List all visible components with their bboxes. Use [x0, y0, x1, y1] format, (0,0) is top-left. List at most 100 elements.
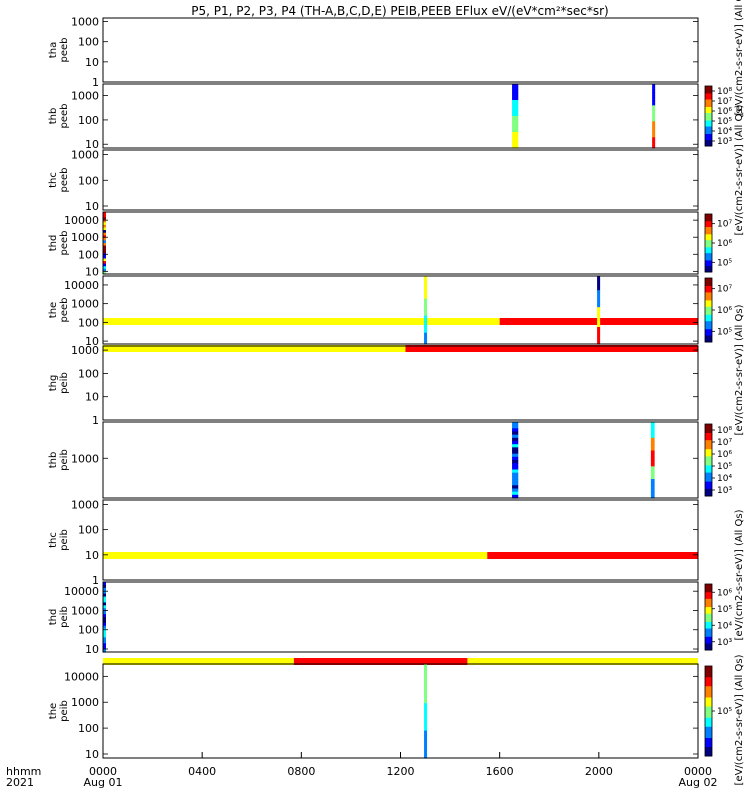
colorbar-swatch [705, 668, 712, 671]
spectrogram-cell [652, 105, 656, 109]
colorbar-swatch [705, 92, 712, 94]
spectrogram-cell [103, 587, 106, 592]
spectrogram-cell [103, 214, 106, 218]
colorbar-title: [eV/(cm2-s-sr-eV)] (All Qs) [734, 304, 745, 435]
colorbar-swatch [705, 726, 712, 730]
colorbar-swatch [705, 720, 712, 723]
colorbar-swatch [705, 595, 712, 598]
colorbar-swatch [705, 113, 712, 115]
colorbar-swatch [705, 251, 712, 254]
colorbar-tick-label: 10⁶ [717, 107, 732, 117]
spectrogram-cell [103, 640, 106, 644]
spectrogram-cell [424, 276, 428, 280]
colorbar-swatch [705, 636, 712, 639]
colorbar-swatch [705, 96, 712, 99]
spectrogram-cell [103, 605, 106, 609]
colorbar-swatch [705, 107, 712, 109]
colorbar-title: [eV/(cm2-s-sr-eV)] (All Qs) [734, 654, 745, 785]
colorbar-swatch [705, 260, 712, 263]
colorbar-swatch [705, 753, 712, 757]
colorbar-swatch [705, 253, 712, 256]
spectrogram-cell [103, 582, 106, 586]
spectrogram-cell [512, 89, 519, 93]
colorbar-swatch [705, 625, 712, 628]
spectrogram-cell [424, 667, 428, 673]
colorbar-swatch [705, 86, 712, 88]
panel-probe-label: thb [48, 108, 59, 125]
plot-frame [102, 345, 699, 421]
colorbar-swatch [705, 95, 712, 97]
colorbar-swatch [705, 222, 712, 225]
spectrogram-cell [424, 281, 428, 286]
x-date-label: Aug 01 [84, 776, 123, 789]
colorbar-swatch [705, 218, 712, 221]
spectrogram-cell [512, 428, 519, 433]
spectrogram-cell [424, 284, 428, 288]
panel-quantity-label: peeb [59, 104, 70, 129]
y-tick-label: 1000 [71, 452, 99, 465]
spectrogram-cell [512, 422, 519, 426]
colorbar-swatch [705, 225, 712, 228]
colorbar-frame [704, 85, 713, 147]
spectrogram-cell [424, 746, 428, 751]
spectrogram-cell [512, 494, 519, 499]
spectrogram-cell [424, 738, 428, 743]
spectrogram-cell [597, 315, 601, 320]
spectrogram-cell [650, 434, 655, 439]
colorbar-tick-label: 10⁴ [717, 621, 732, 631]
spectrogram-cell [103, 599, 106, 604]
y-tick-label: 1 [92, 574, 99, 587]
spectrogram-cell [424, 718, 428, 724]
spectrogram-cell [652, 92, 656, 96]
colorbar-swatch [705, 269, 712, 272]
colorbar-swatch [705, 229, 712, 232]
colorbar-swatch [705, 442, 712, 445]
y-tick-label: 10000 [64, 585, 99, 598]
spectrogram-cell [597, 318, 601, 322]
colorbar-swatch [705, 492, 712, 495]
spectrogram-cell [652, 94, 656, 98]
spectrogram-cell [424, 332, 428, 337]
colorbar-swatch [705, 467, 712, 470]
colorbar-swatch [705, 117, 712, 120]
colorbar-tick-label: 10³ [717, 137, 732, 147]
colorbar-swatch [705, 615, 712, 618]
colorbar-swatch [705, 628, 712, 631]
x-tick-label: 0000 [684, 765, 712, 778]
spectrogram-cell [650, 441, 655, 445]
plot-frame [102, 149, 699, 211]
spectrogram-cell [103, 261, 106, 265]
spectrogram-cell [597, 281, 601, 286]
spectrogram-cell [597, 338, 601, 342]
colorbar-swatch [705, 261, 712, 264]
colorbar-swatch [705, 449, 712, 452]
colorbar-swatch [705, 335, 712, 338]
colorbar-swatch [705, 289, 712, 292]
spectrogram-cell [512, 113, 519, 117]
colorbar-swatch [705, 633, 712, 636]
panel-thc-peib: 1000 100 10 1 thc peib [48, 498, 699, 587]
spectrogram-cell [103, 248, 106, 252]
panel-quantity-label: peib [59, 449, 70, 471]
colorbar-swatch [705, 590, 712, 593]
y-tick-label: 1000 [71, 231, 99, 244]
colorbar-swatch [705, 612, 712, 615]
colorbar-swatch [705, 434, 712, 438]
colorbar-swatch [705, 681, 712, 685]
colorbar-swatch [705, 99, 712, 102]
colorbar-swatch [705, 278, 712, 281]
colorbar-swatch [705, 266, 712, 269]
colorbar-swatch [705, 424, 712, 427]
spectrogram-cell [652, 126, 656, 130]
colorbar-swatch [705, 256, 712, 258]
colorbar-swatch [705, 690, 712, 694]
colorbar: 10⁵ [704, 665, 732, 757]
spectrogram-cell [424, 335, 428, 339]
x-tick-label: 0000 [89, 765, 117, 778]
colorbar-swatch [705, 123, 712, 126]
colorbar-swatch [705, 463, 712, 466]
colorbar-swatch [705, 666, 712, 669]
spectrogram-cell [424, 278, 428, 283]
colorbar-swatch [705, 114, 712, 117]
